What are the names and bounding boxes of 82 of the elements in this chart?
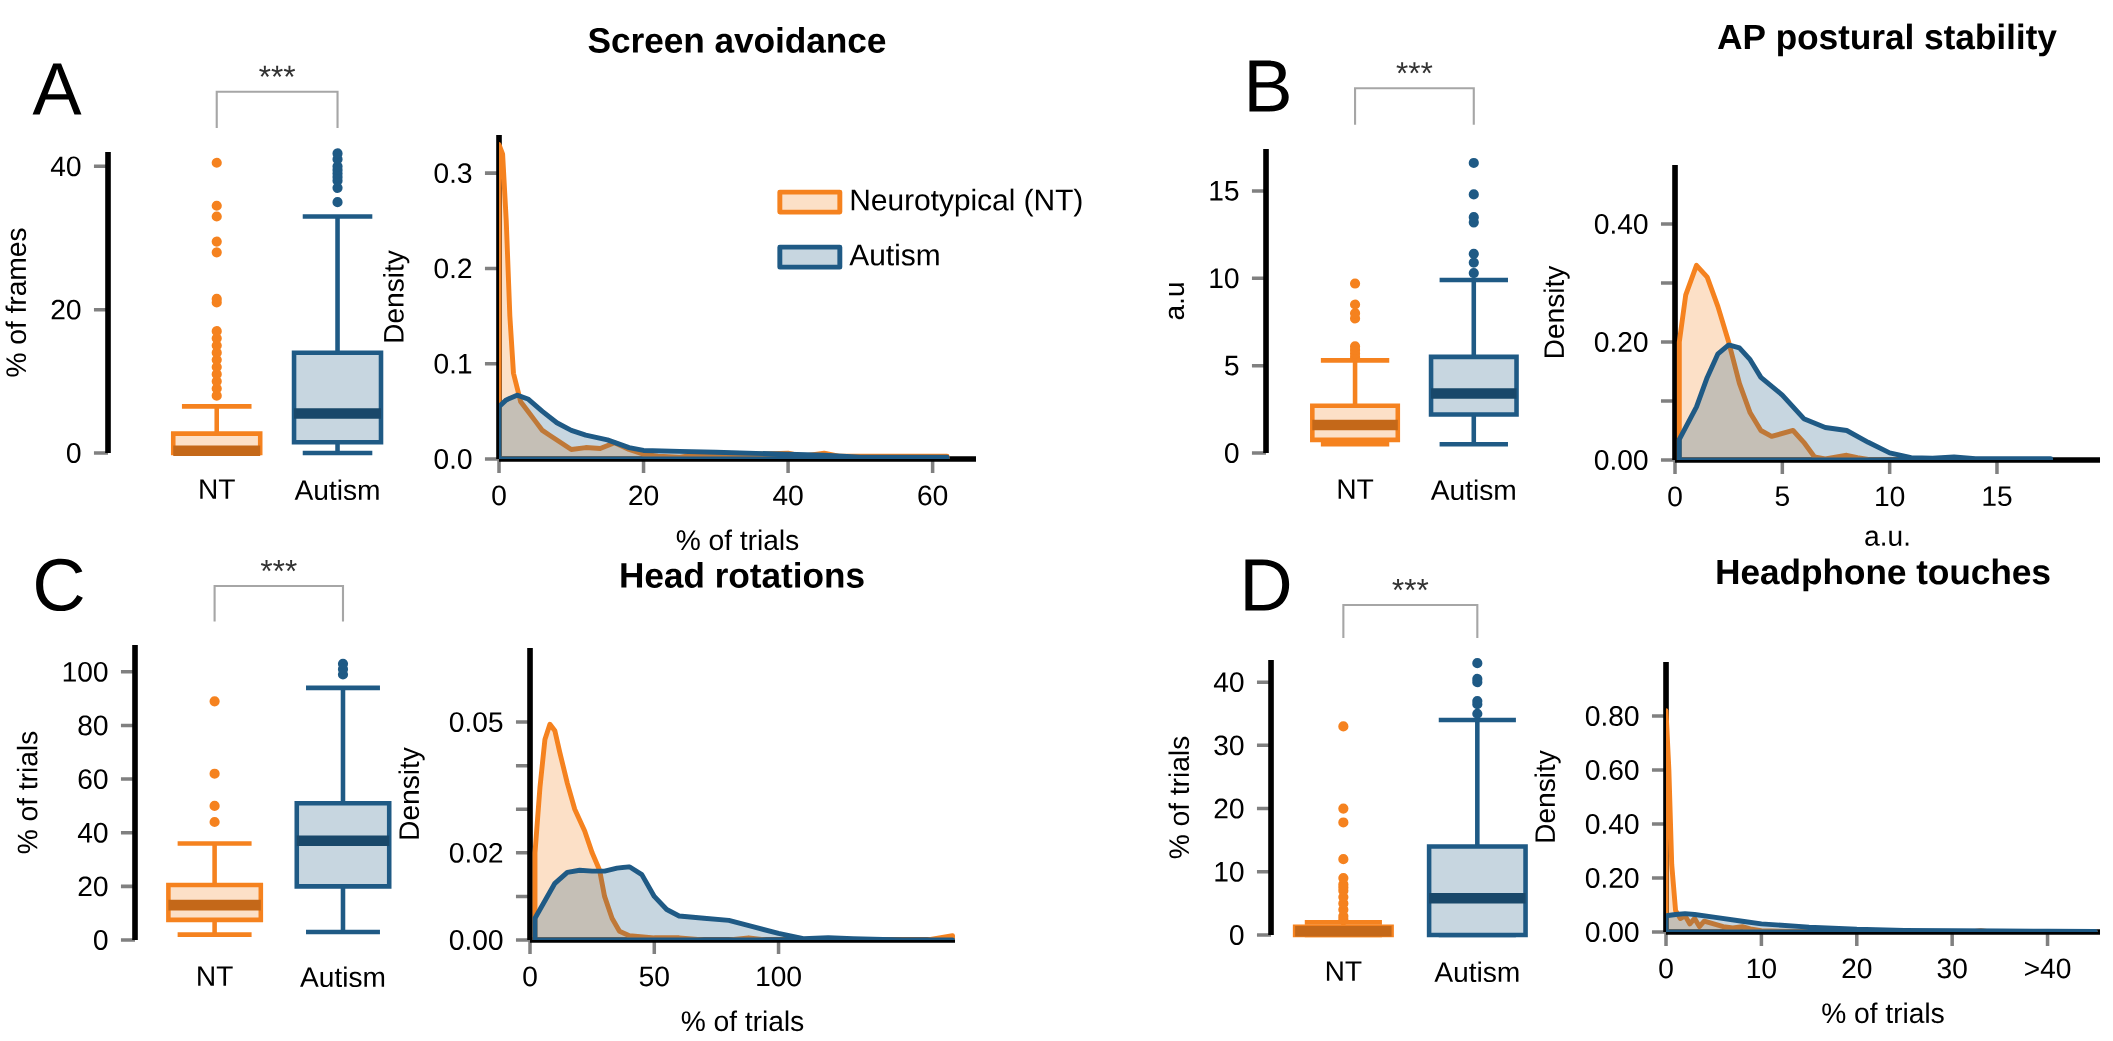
- chart-title: Headphone touches: [1717, 558, 2050, 592]
- y-tick-label: 40: [1213, 672, 1244, 693]
- y-axis-title: % of trials: [16, 731, 38, 854]
- y-tick-label: 0.2: [434, 258, 472, 279]
- x-tick-label: NT: [200, 479, 235, 499]
- y-tick-label: 0: [1225, 443, 1239, 463]
- text: B: [1249, 60, 1289, 112]
- x-tick-label: NT: [1326, 961, 1362, 981]
- y-tick-label: 0.20: [1585, 868, 1639, 888]
- x-tick-label: >40: [2025, 958, 2071, 979]
- x-tick-label: 60: [918, 485, 948, 506]
- x-axis-title: % of trials: [676, 529, 799, 551]
- y-tick-label: 0.3: [434, 163, 472, 184]
- y-tick-label: 15: [1210, 181, 1239, 201]
- x-tick-label: 20: [629, 485, 659, 506]
- x-axis-title: % of trials: [1822, 1002, 1944, 1024]
- x-tick-label: NT: [1338, 479, 1374, 499]
- y-tick-label: 0.40: [1585, 814, 1639, 834]
- y-tick-label: 20: [1214, 798, 1244, 819]
- legend-label: Autism: [849, 243, 939, 266]
- chart-title: AP postural stability: [1717, 23, 2057, 57]
- x-tick-label: 40: [773, 485, 803, 506]
- y-tick-label: 0.80: [1585, 706, 1639, 726]
- text: D: [1245, 559, 1290, 611]
- text: ***: [1392, 579, 1429, 591]
- y-tick-label: 0.60: [1585, 760, 1639, 780]
- x-axis-title: % of trials: [681, 1010, 804, 1032]
- y-axis-title: Density: [383, 250, 410, 342]
- y-tick-label: 0.00: [1585, 922, 1639, 942]
- x-tick-label: 100: [757, 966, 801, 987]
- y-tick-label: 0.20: [1594, 332, 1648, 352]
- y-tick-label: 40: [50, 156, 81, 177]
- y-tick-label: 0.00: [1594, 450, 1648, 470]
- x-tick-label: 30: [1937, 958, 1967, 979]
- x-axis-title: a.u.: [1865, 530, 1909, 546]
- y-tick-label: 0: [67, 443, 81, 463]
- y-tick-label: 0.0: [434, 449, 472, 469]
- y-tick-label: 0.40: [1594, 214, 1648, 234]
- x-tick-label: 0: [1659, 958, 1673, 979]
- chart-title: Screen avoidance: [588, 27, 886, 53]
- x-tick-label: 0: [1668, 486, 1682, 507]
- y-tick-label: 0.05: [449, 712, 503, 733]
- y-axis-title: Density: [1534, 750, 1561, 842]
- x-tick-label: Autism: [1430, 479, 1515, 501]
- y-tick-label: 0: [1230, 925, 1244, 945]
- x-tick-label: 5: [1775, 486, 1789, 507]
- text: ***: [1396, 62, 1433, 74]
- y-tick-label: 10: [1215, 861, 1244, 882]
- y-axis-title: a.u: [1168, 283, 1185, 320]
- y-tick-label: 10: [1210, 268, 1239, 289]
- x-tick-label: 15: [1983, 486, 2012, 507]
- chart-title: Head rotations: [621, 562, 864, 588]
- text: ***: [260, 560, 297, 572]
- y-axis-title: % of trials: [1168, 736, 1190, 859]
- y-tick-label: 20: [78, 876, 108, 897]
- y-tick-label: 5: [1225, 355, 1239, 376]
- text: ***: [259, 65, 296, 77]
- y-tick-label: 0.1: [434, 353, 472, 374]
- y-tick-label: 0.00: [449, 930, 503, 950]
- text: C: [36, 558, 83, 612]
- y-tick-label: 30: [1214, 735, 1244, 756]
- y-axis-title: % of frames: [5, 228, 27, 377]
- y-tick-label: 0: [94, 930, 108, 950]
- y-tick-label: 0.02: [449, 842, 503, 863]
- y-tick-label: 60: [78, 769, 108, 790]
- y-tick-label: 100: [63, 661, 108, 682]
- y-tick-label: 20: [51, 299, 81, 320]
- x-tick-label: Autism: [1434, 961, 1519, 983]
- y-axis-title: Density: [398, 747, 425, 839]
- x-tick-label: Autism: [294, 479, 379, 501]
- x-tick-label: 50: [639, 966, 669, 987]
- y-tick-label: 80: [78, 715, 108, 736]
- legend-label: Neurotypical (NT): [851, 188, 1082, 217]
- x-tick-label: 10: [1747, 958, 1776, 979]
- y-axis-title: Density: [1543, 265, 1570, 358]
- x-tick-label: 20: [1842, 958, 1872, 979]
- x-tick-label: Autism: [300, 966, 385, 988]
- y-tick-label: 40: [77, 822, 108, 843]
- x-tick-label: NT: [198, 966, 233, 986]
- text: A: [32, 63, 82, 115]
- x-tick-label: 10: [1876, 486, 1905, 507]
- x-tick-label: 0: [523, 966, 537, 987]
